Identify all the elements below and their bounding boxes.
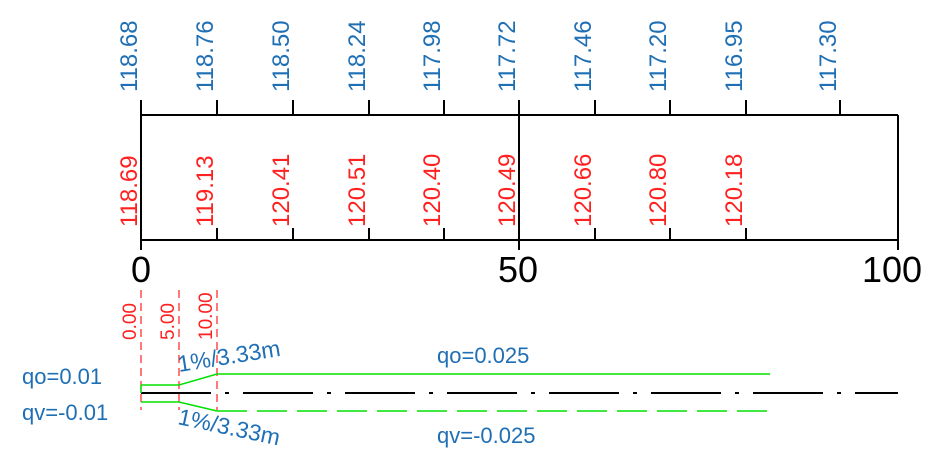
blue-elevation-label: 118.50	[268, 20, 295, 92]
blue-elevation-label: 117.98	[419, 20, 446, 92]
red-elevation-label: 120.66	[570, 154, 597, 227]
bottom-ticks	[216, 228, 747, 240]
offset-label: 5.00	[158, 303, 179, 340]
blue-elevation-label: 117.46	[570, 20, 597, 92]
red-elevation-label: 120.18	[721, 154, 748, 227]
offset-markers	[140, 290, 218, 410]
red-elevation-label: 120.49	[494, 154, 521, 227]
qo-left-label: qo=0.01	[22, 364, 102, 389]
offset-label: 10.00	[196, 292, 217, 340]
blue-elevation-label: 117.30	[815, 20, 842, 92]
red-elevation-label: 120.51	[344, 154, 371, 227]
red-elevation-label: 120.41	[268, 154, 295, 227]
profile-table: 118.68 118.76 118.50 118.24 117.98 117.7…	[116, 20, 922, 290]
qv-left-label: qv=-0.01	[22, 400, 108, 425]
blue-elevation-label: 117.20	[645, 20, 672, 92]
offset-labels: 0.00 5.00 10.00	[120, 292, 217, 340]
blue-elevation-label: 118.24	[344, 20, 371, 92]
red-elevation-labels: 118.69 119.13 120.41 120.51 120.40 120.4…	[116, 154, 748, 227]
blue-elevation-label: 118.76	[192, 20, 219, 92]
red-elevation-label: 119.13	[192, 155, 219, 227]
qv-right-label: qv=-0.025	[437, 423, 535, 448]
blue-elevation-label: 117.72	[494, 20, 521, 92]
top-ticks	[216, 100, 841, 115]
cross-section: 0.00 5.00 10.00 1%/3.33m 1%/3.33m qo=0.0…	[22, 290, 898, 450]
axis-number-50: 50	[498, 249, 538, 290]
upper-edge-line	[141, 373, 770, 386]
blue-elevation-label: 116.95	[721, 20, 748, 92]
red-elevation-label: 120.40	[419, 154, 446, 227]
offset-label: 0.00	[120, 303, 141, 340]
axis-number-100: 100	[862, 249, 922, 290]
blue-elevation-labels: 118.68 118.76 118.50 118.24 117.98 117.7…	[116, 20, 842, 92]
axis-numbers: 0 50 100	[131, 249, 922, 290]
lower-edge-line	[141, 401, 218, 412]
axis-number-0: 0	[131, 249, 151, 290]
red-elevation-label: 120.80	[645, 154, 672, 227]
blue-elevation-label: 118.68	[116, 20, 143, 92]
slope-upper-label: 1%/3.33m	[176, 335, 282, 377]
red-elevation-label: 118.69	[116, 155, 143, 227]
qo-right-label: qo=0.025	[437, 343, 529, 368]
